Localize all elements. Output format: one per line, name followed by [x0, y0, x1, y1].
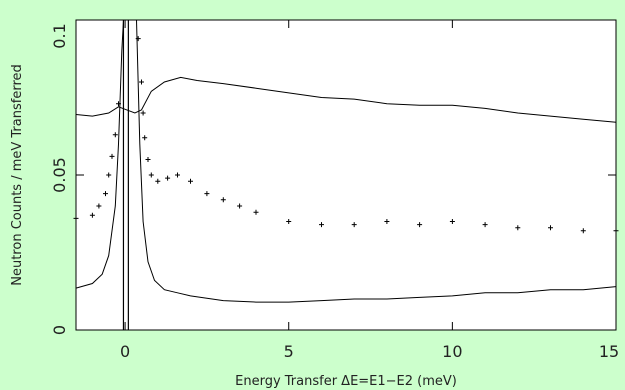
data-point [319, 222, 324, 228]
y-tick-label: 0.1 [50, 23, 69, 48]
data-point [106, 172, 112, 178]
data-point [580, 228, 586, 234]
data-point [220, 197, 226, 203]
data-point [140, 110, 146, 116]
data-point [613, 228, 619, 234]
data-point [165, 175, 171, 181]
y-tick-label: 0 [50, 325, 69, 335]
data-point [449, 219, 455, 224]
data-point [109, 153, 115, 159]
y-tick-label: 0.05 [50, 157, 69, 193]
data-point [482, 222, 488, 228]
data-point [188, 178, 193, 184]
x-tick-label: 10 [442, 342, 462, 361]
series-1-line [75, 76, 617, 123]
x-tick-label: 15 [599, 342, 619, 361]
data-point [139, 79, 144, 85]
data-point [112, 132, 118, 138]
data-point [253, 209, 259, 215]
data-point [417, 222, 423, 228]
data-point [103, 191, 108, 197]
x-axis-label: Energy Transfer ΔE=E1−E2 (meV) [235, 374, 457, 389]
data-point [237, 203, 243, 209]
data-point [286, 219, 292, 224]
data-point [148, 172, 154, 178]
data-point [384, 219, 390, 224]
y-axis-label: Neutron Counts / meV Transferred [10, 64, 25, 286]
series-3-line [75, 19, 617, 303]
data-point [96, 203, 102, 209]
data-point [548, 225, 553, 231]
data-point [515, 225, 521, 231]
plot-area [75, 19, 617, 331]
data-point [89, 212, 95, 218]
data-point [145, 157, 151, 162]
data-point [73, 215, 79, 221]
series-2-markers [73, 36, 619, 234]
data-point [142, 135, 148, 141]
data-point [204, 191, 210, 197]
x-tick-label: 5 [284, 342, 294, 361]
x-tick-label: 0 [120, 342, 130, 361]
data-point [175, 172, 180, 178]
data-point [155, 178, 161, 184]
data-point [351, 222, 357, 228]
